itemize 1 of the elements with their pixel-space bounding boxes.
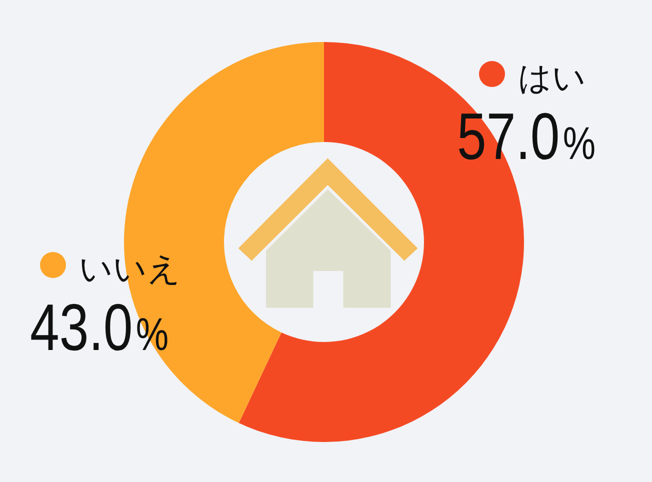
- legend-label: はい: [518, 59, 586, 96]
